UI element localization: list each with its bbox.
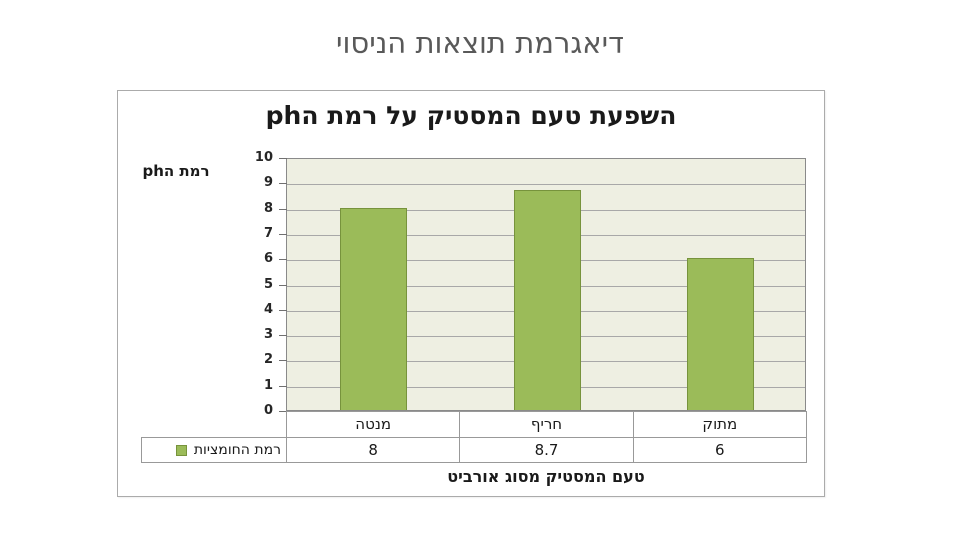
data-table: מנטה חריף מתוק 8 8.7 6 (286, 411, 807, 463)
category-cell: מנטה (355, 415, 392, 433)
y-tick-label: 6 (263, 251, 273, 267)
legend-swatch-icon (175, 444, 187, 456)
y-tick-mark (279, 183, 287, 185)
legend-label: רמת החומציות (193, 442, 281, 458)
gridline (287, 184, 805, 186)
y-tick-mark (279, 309, 287, 311)
bar-1 (340, 207, 408, 410)
y-tick-mark (279, 208, 287, 210)
y-tick-label: 3 (263, 327, 273, 343)
category-cell: מתוק (632, 412, 806, 437)
value-cell: 8 (368, 441, 378, 459)
y-tick-mark (279, 233, 287, 235)
y-tick-mark (279, 411, 287, 412)
category-cell: חריף (459, 412, 632, 437)
value-row: 8 8.7 6 (287, 438, 806, 463)
y-tick-mark (279, 335, 287, 337)
chart-title: השפעת טעם המסטיק על רמת הph (265, 101, 677, 130)
y-tick-label: 0 (263, 403, 273, 418)
y-tick-label: 7 (263, 225, 273, 241)
category-row: מנטה חריף מתוק (287, 412, 806, 438)
value-cell: 8.7 (459, 438, 632, 463)
y-tick-mark (279, 284, 287, 286)
chart-object[interactable]: השפעת טעם המסטיק על רמת הph רמת הph 0 1 2 3… (117, 90, 825, 497)
y-tick-mark (279, 259, 287, 261)
y-tick-label: 2 (263, 352, 273, 368)
y-tick-mark (279, 385, 287, 387)
plot-area (286, 158, 806, 411)
y-tick-label: 10 (254, 150, 273, 165)
value-cell: 6 (632, 438, 806, 463)
bar-3 (686, 258, 754, 410)
y-tick-label: 4 (263, 301, 273, 317)
y-tick-mark (279, 360, 287, 362)
y-tick-mark (279, 158, 287, 159)
legend: רמת החומציות (141, 437, 287, 463)
bar-2 (513, 189, 581, 410)
y-tick-label: 8 (263, 200, 273, 216)
y-tick-label: 5 (263, 276, 273, 292)
y-tick-label: 9 (263, 175, 273, 191)
x-axis-title: טעם המסטיק מסוג אורביט (447, 467, 645, 486)
page-title: דיאגרמת תוצאות הניסוי (336, 26, 624, 60)
y-tick-label: 1 (263, 377, 273, 393)
y-axis-label: רמת הph (142, 162, 210, 180)
